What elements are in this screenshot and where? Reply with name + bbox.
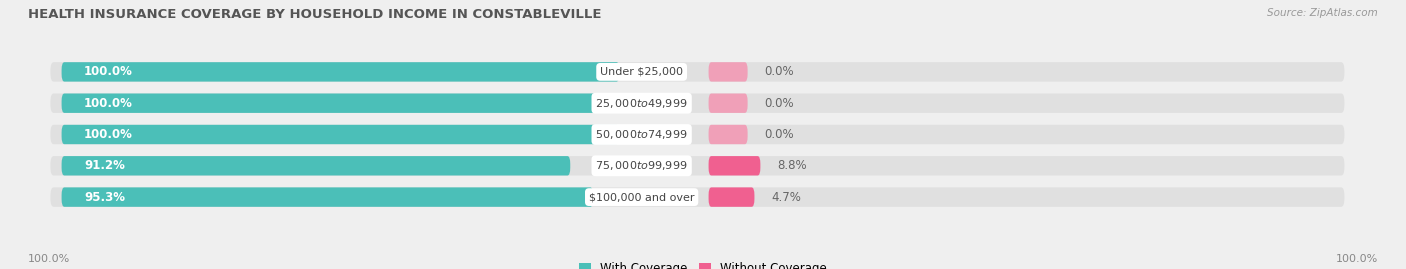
FancyBboxPatch shape <box>709 125 748 144</box>
Text: 100.0%: 100.0% <box>1336 254 1378 264</box>
FancyBboxPatch shape <box>709 156 761 175</box>
FancyBboxPatch shape <box>62 62 619 82</box>
FancyBboxPatch shape <box>51 62 1344 82</box>
Text: 100.0%: 100.0% <box>84 65 132 78</box>
Text: Source: ZipAtlas.com: Source: ZipAtlas.com <box>1267 8 1378 18</box>
Text: $25,000 to $49,999: $25,000 to $49,999 <box>595 97 688 110</box>
Text: 0.0%: 0.0% <box>765 128 794 141</box>
FancyBboxPatch shape <box>51 187 1344 207</box>
Text: 95.3%: 95.3% <box>84 191 125 204</box>
FancyBboxPatch shape <box>51 156 1344 175</box>
FancyBboxPatch shape <box>62 94 619 113</box>
Text: Under $25,000: Under $25,000 <box>600 67 683 77</box>
Text: 91.2%: 91.2% <box>84 159 125 172</box>
Text: 0.0%: 0.0% <box>765 65 794 78</box>
FancyBboxPatch shape <box>709 94 748 113</box>
FancyBboxPatch shape <box>62 125 619 144</box>
Text: 4.7%: 4.7% <box>770 191 801 204</box>
FancyBboxPatch shape <box>62 187 593 207</box>
FancyBboxPatch shape <box>51 125 1344 144</box>
Text: 8.8%: 8.8% <box>778 159 807 172</box>
Text: 100.0%: 100.0% <box>84 128 132 141</box>
Text: $100,000 and over: $100,000 and over <box>589 192 695 202</box>
Text: $50,000 to $74,999: $50,000 to $74,999 <box>595 128 688 141</box>
Text: 0.0%: 0.0% <box>765 97 794 110</box>
Text: 100.0%: 100.0% <box>84 97 132 110</box>
FancyBboxPatch shape <box>51 94 1344 113</box>
FancyBboxPatch shape <box>709 62 748 82</box>
Text: HEALTH INSURANCE COVERAGE BY HOUSEHOLD INCOME IN CONSTABLEVILLE: HEALTH INSURANCE COVERAGE BY HOUSEHOLD I… <box>28 8 602 21</box>
Text: 100.0%: 100.0% <box>28 254 70 264</box>
FancyBboxPatch shape <box>62 156 571 175</box>
FancyBboxPatch shape <box>709 187 755 207</box>
Text: $75,000 to $99,999: $75,000 to $99,999 <box>595 159 688 172</box>
Legend: With Coverage, Without Coverage: With Coverage, Without Coverage <box>574 258 832 269</box>
